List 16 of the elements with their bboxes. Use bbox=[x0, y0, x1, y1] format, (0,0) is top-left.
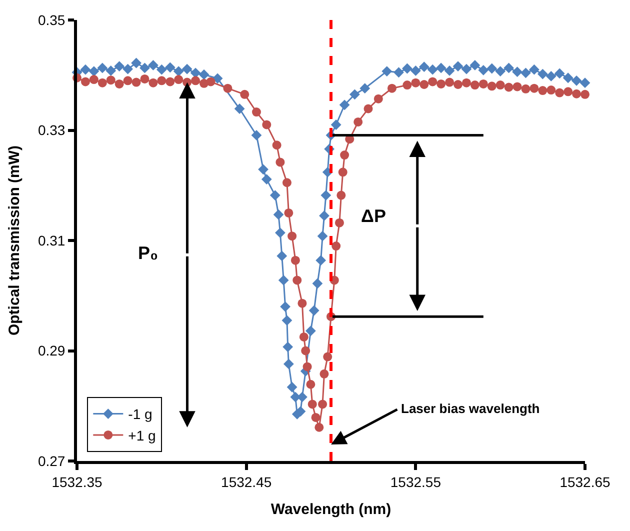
y-tick-label: 0.33 bbox=[38, 122, 66, 138]
ref-line-label: Laser bias wavelength bbox=[401, 401, 540, 416]
x-tick-label: 1532.65 bbox=[560, 474, 611, 490]
x-tick-label: 1532.45 bbox=[221, 474, 272, 490]
y-tick-label: 0.27 bbox=[38, 452, 66, 469]
legend-label: +1 g bbox=[128, 427, 156, 444]
y-tick-label: 0.35 bbox=[38, 12, 66, 28]
x-axis-title: Wavelength (nm) bbox=[270, 500, 392, 518]
annotation: ΔP bbox=[361, 206, 386, 226]
y-axis-title: Optical transmission (mW) bbox=[6, 145, 24, 336]
annotation: P₀ bbox=[138, 243, 158, 263]
y-tick-label: 0.31 bbox=[38, 232, 66, 248]
x-tick-label: 1532.35 bbox=[52, 474, 103, 490]
y-tick-label: 0.29 bbox=[38, 342, 66, 359]
x-tick-label: 1532.55 bbox=[390, 474, 442, 490]
legend-label: -1 g bbox=[128, 406, 152, 422]
